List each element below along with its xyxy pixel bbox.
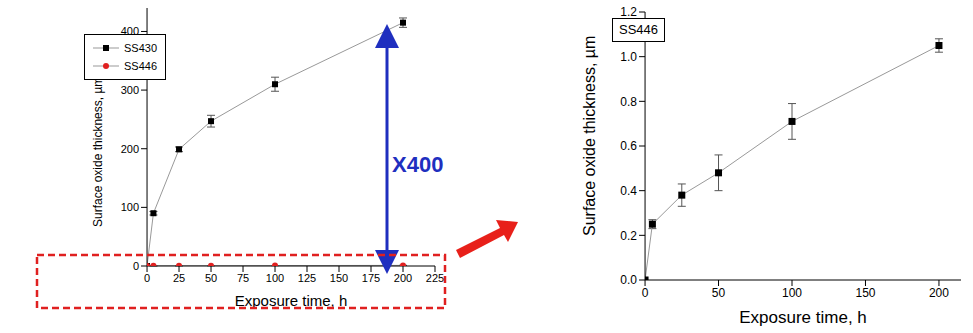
- svg-text:200: 200: [929, 286, 949, 300]
- svg-text:Exposure time, h: Exposure time, h: [235, 292, 348, 309]
- svg-text:150: 150: [330, 272, 348, 284]
- svg-text:1.0: 1.0: [620, 50, 637, 64]
- svg-text:75: 75: [237, 272, 249, 284]
- svg-text:0.2: 0.2: [620, 229, 637, 243]
- svg-text:0.4: 0.4: [620, 184, 637, 198]
- html-text:SS446: SS446: [124, 60, 157, 72]
- svg-text:400: 400: [121, 25, 139, 37]
- svg-text:0: 0: [642, 286, 649, 300]
- svg-text:50: 50: [205, 272, 217, 284]
- svg-text:0.8: 0.8: [620, 95, 637, 109]
- svg-text:Surface oxide thickness, µm: Surface oxide thickness, µm: [91, 77, 105, 227]
- svg-text:50: 50: [712, 286, 726, 300]
- svg-text:0.6: 0.6: [620, 139, 637, 153]
- svg-text:1.2: 1.2: [620, 5, 637, 19]
- svg-text:100: 100: [121, 201, 139, 213]
- html-text:SS446: SS446: [619, 22, 658, 37]
- svg-text:100: 100: [266, 272, 284, 284]
- svg-text:225: 225: [426, 272, 444, 284]
- svg-text:25: 25: [173, 272, 185, 284]
- svg-text:100: 100: [782, 286, 802, 300]
- svg-text:150: 150: [855, 286, 875, 300]
- svg-text:125: 125: [298, 272, 316, 284]
- html-text:SS430: SS430: [124, 42, 157, 54]
- svg-text:300: 300: [121, 84, 139, 96]
- html-text:X400: X400: [392, 152, 444, 177]
- svg-text:0.0: 0.0: [620, 273, 637, 287]
- svg-text:Surface oxide thickness, µm: Surface oxide thickness, µm: [581, 36, 598, 236]
- svg-text:0: 0: [144, 272, 150, 284]
- svg-text:175: 175: [362, 272, 380, 284]
- svg-text:200: 200: [121, 143, 139, 155]
- svg-text:200: 200: [394, 272, 412, 284]
- svg-text:Exposure time, h: Exposure time, h: [739, 308, 867, 327]
- svg-text:0: 0: [133, 260, 139, 272]
